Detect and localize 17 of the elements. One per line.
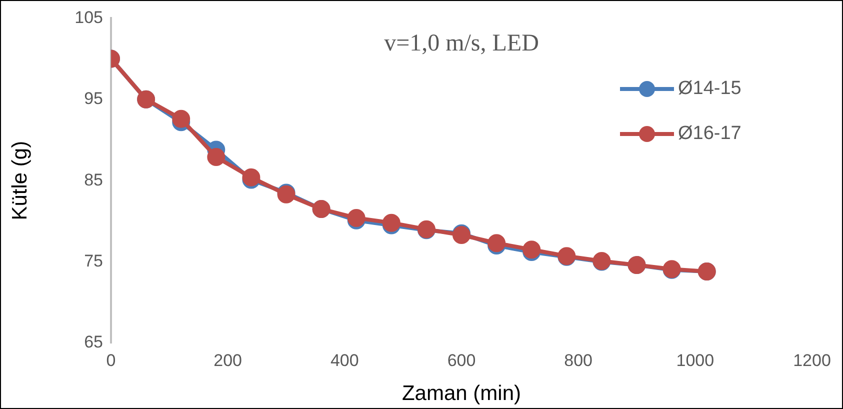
y-tick-label: 75: [84, 251, 103, 270]
legend-label: Ø16-17: [678, 122, 742, 144]
x-tick-label: 1200: [793, 350, 831, 370]
x-tick-label: 800: [564, 350, 593, 370]
x-tick-label: 0: [106, 350, 116, 370]
x-tick-label: 1000: [676, 350, 714, 370]
x-tick-label: 400: [330, 350, 359, 370]
text: v=1,0 m/s, LED: [384, 30, 539, 56]
y-tick-label: 65: [84, 332, 103, 352]
x-tick-label: 600: [447, 350, 476, 370]
y-tick-label: 95: [84, 89, 103, 108]
y-tick-label: 85: [84, 170, 103, 190]
y-axis-title: Kütle (g): [8, 140, 32, 220]
legend-label: Ø14-15: [678, 78, 742, 100]
x-axis-title: Zaman (min): [402, 382, 522, 406]
y-tick-label: 105: [74, 8, 103, 27]
x-tick-label: 200: [214, 350, 242, 370]
